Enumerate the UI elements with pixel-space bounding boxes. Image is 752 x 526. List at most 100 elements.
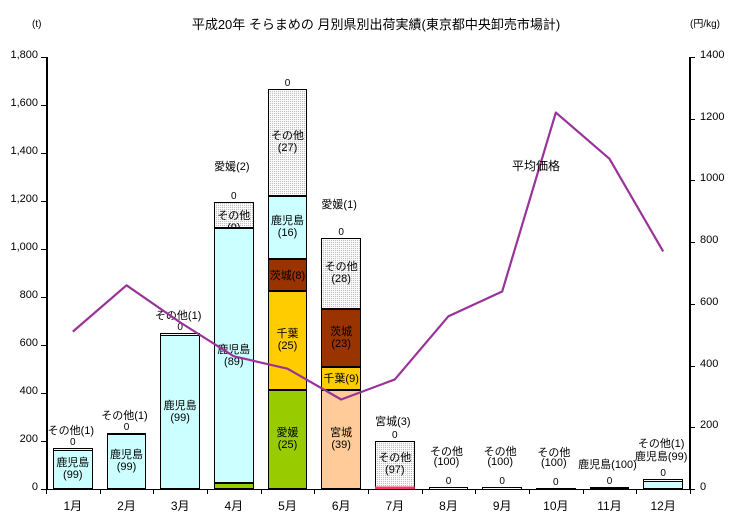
right-axis-unit: (円/kg) <box>690 19 720 30</box>
bar-segment-label: 茨城(8) <box>269 269 306 282</box>
bar-segment-label: 茨城 (23) <box>330 325 353 350</box>
bar-segment: 茨城(8) <box>267 259 308 291</box>
right-axis-label: 600 <box>700 295 719 308</box>
right-axis-line <box>689 57 691 490</box>
bar-top-marker: 0 <box>284 77 291 89</box>
x-tick <box>582 489 584 494</box>
bar-segment: 愛媛 (25) <box>267 389 308 489</box>
left-tick <box>41 153 46 154</box>
left-axis-label: 1,000 <box>10 241 38 253</box>
x-axis-label: 10月 <box>543 499 569 513</box>
left-axis-line <box>46 57 48 490</box>
right-tick <box>690 118 695 120</box>
left-axis-label: 600 <box>19 337 38 349</box>
bar-segment-label: その他 (27) <box>270 130 304 155</box>
bar-segment: その他 (28) <box>321 237 361 309</box>
bar-callout-label: 鹿児島(99) <box>634 451 688 464</box>
bar-callout-label: その他 <box>483 446 517 459</box>
right-axis-label: 400 <box>700 357 719 370</box>
bar-top-marker: 0 <box>445 476 452 488</box>
x-axis-label: 5月 <box>278 499 297 513</box>
right-tick <box>690 180 695 182</box>
right-tick <box>690 427 695 429</box>
bar-segment-label: 千葉 (25) <box>276 328 299 353</box>
bar-segment <box>213 483 254 489</box>
bar-top-marker: 0 <box>177 322 183 334</box>
average-price-label: 平均価格 <box>512 159 561 173</box>
right-tick <box>690 242 695 244</box>
right-axis-label: 200 <box>700 419 719 432</box>
bar-segment-label: 鹿児島 (89) <box>217 343 251 368</box>
bar-segment-label: 鹿児島 (99) <box>56 456 90 481</box>
bar-callout-label: 愛媛(1) <box>321 198 357 211</box>
left-axis-unit: (t) <box>32 19 42 30</box>
left-tick <box>41 105 46 106</box>
x-axis-label: 12月 <box>650 499 676 513</box>
left-tick <box>41 441 46 442</box>
x-axis-label: 6月 <box>331 499 351 513</box>
right-axis-label: 1400 <box>700 49 725 61</box>
x-tick <box>636 489 638 494</box>
x-tick <box>421 489 423 494</box>
bar-callout-label: その他(1) <box>47 425 95 438</box>
right-axis-label: 800 <box>700 234 719 247</box>
x-tick <box>260 489 262 494</box>
right-tick <box>690 365 695 367</box>
x-axis-label: 8月 <box>439 499 458 513</box>
bar-top-marker: 0 <box>606 475 613 487</box>
left-axis-label: 1,200 <box>10 193 38 205</box>
left-tick <box>41 393 46 394</box>
bar-callout-label: 鹿児島(100) <box>578 458 637 471</box>
left-tick <box>41 297 46 298</box>
bar-top-marker: 0 <box>70 437 76 449</box>
bar-segment <box>482 487 522 490</box>
left-tick <box>41 201 46 202</box>
bar-segment <box>643 479 683 482</box>
right-tick <box>690 57 695 58</box>
x-tick <box>314 489 316 494</box>
x-tick <box>690 489 691 494</box>
bar-top-marker: 0 <box>392 430 398 441</box>
bar-top-marker: 0 <box>499 476 505 488</box>
x-tick <box>46 489 47 494</box>
bar-callout-label: (100) <box>433 456 460 469</box>
x-axis-label: 11月 <box>597 499 622 513</box>
zero-baseline-accent <box>374 486 415 489</box>
left-axis-label: 800 <box>19 289 38 301</box>
bar-callout-label: (100) <box>487 456 513 469</box>
bar-segment: 千葉(9) <box>321 367 361 390</box>
x-tick <box>368 489 369 494</box>
left-tick <box>41 57 46 58</box>
bar-segment <box>535 487 576 491</box>
bar-top-marker: 0 <box>231 191 237 203</box>
bar-segment-label: 宮城 (39) <box>330 427 353 452</box>
bar-segment-label: その他 (97) <box>378 452 412 477</box>
bar-segment-label: その他(9) <box>217 210 251 227</box>
left-axis-label: 200 <box>19 433 38 445</box>
bar-segment: 宮城 (39) <box>321 389 361 489</box>
bar-callout-label: その他 <box>537 446 571 459</box>
bar-segment-label: 鹿児島 (16) <box>270 215 304 240</box>
bar-segment <box>52 448 93 451</box>
right-tick <box>690 489 695 490</box>
bar-segment: 鹿児島 (16) <box>267 195 308 260</box>
left-axis-label: 0 <box>31 481 38 493</box>
right-tick <box>690 303 695 305</box>
bar-segment-label: 愛媛 (25) <box>276 427 299 452</box>
bar-segment: 鹿児島 (99) <box>106 433 147 489</box>
x-tick <box>475 489 477 494</box>
bar-callout-label: (100) <box>540 456 567 469</box>
bar-callout-label: 宮城(3) <box>375 416 411 428</box>
page-title: 平成20年 そらまめの 月別県別出荷実績(東京都中央卸売市場計) <box>191 17 561 32</box>
x-axis-label: 4月 <box>224 499 244 513</box>
x-tick <box>207 489 208 494</box>
bar-segment-label: 千葉(9) <box>323 373 359 386</box>
bar-top-marker: 0 <box>660 468 666 480</box>
bar-segment: その他 (27) <box>267 88 308 196</box>
bar-callout-label: 愛媛(2) <box>214 161 250 174</box>
bar-segment: その他 (97) <box>374 441 415 488</box>
bar-callout-label: その他(1) <box>101 409 148 422</box>
right-axis-label: 0 <box>700 481 707 493</box>
